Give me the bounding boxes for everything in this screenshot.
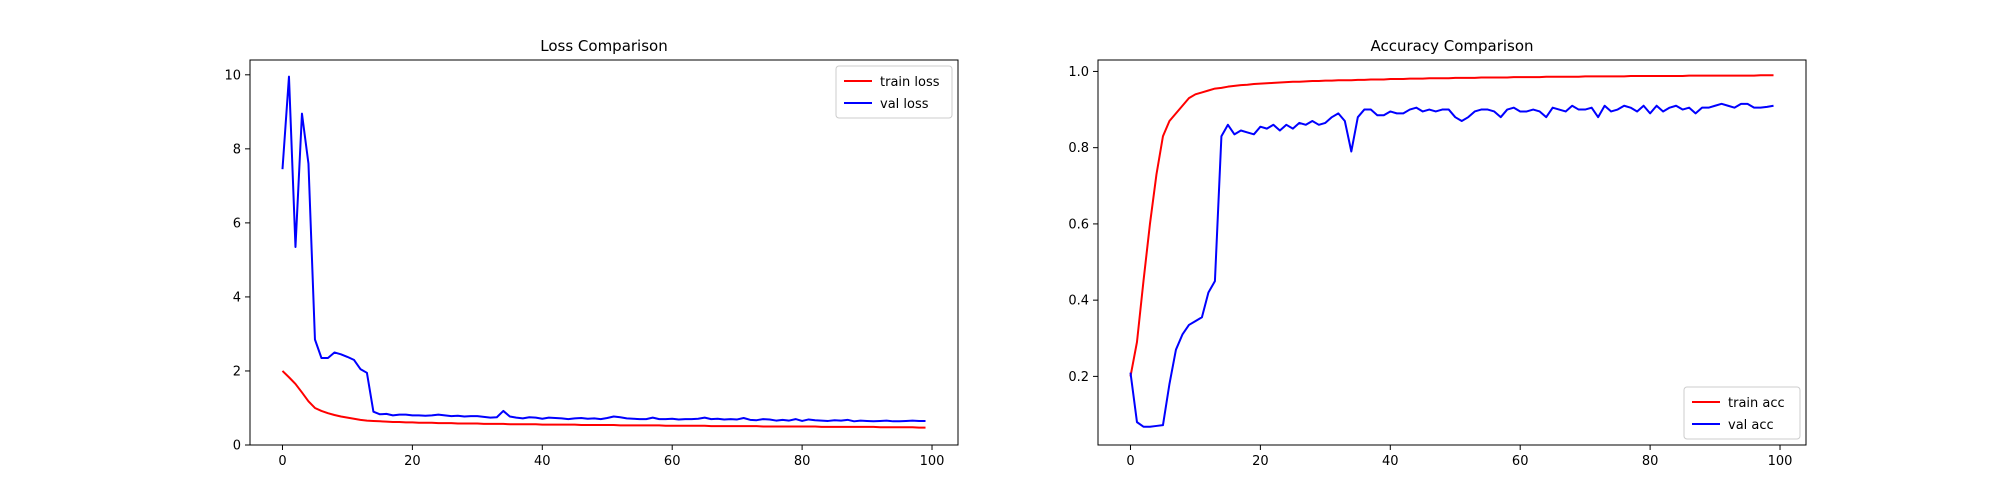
y-tick-label: 6 xyxy=(233,216,241,231)
series-line-val-loss xyxy=(281,75,926,423)
y-tick-label: 4 xyxy=(233,290,241,305)
axes-frame xyxy=(1097,59,1807,446)
series-line-train-acc xyxy=(1129,74,1774,377)
axes-frame xyxy=(249,59,959,446)
x-tick-label: 40 xyxy=(1382,454,1399,469)
x-tick-label: 0 xyxy=(278,454,286,469)
legend-label: train loss xyxy=(880,75,940,90)
series-line-val-acc xyxy=(1129,102,1774,428)
y-tick-label: 0.8 xyxy=(1068,141,1089,156)
x-tick-label: 60 xyxy=(1512,454,1529,469)
y-tick-label: 0.2 xyxy=(1068,370,1089,385)
x-tick-label: 20 xyxy=(404,454,421,469)
legend-label: val acc xyxy=(1728,418,1774,433)
series-line-train-loss xyxy=(281,370,926,429)
y-tick-label: 1.0 xyxy=(1068,65,1089,80)
legend-label: val loss xyxy=(880,97,929,112)
y-tick-label: 0.6 xyxy=(1068,217,1089,232)
legend-box xyxy=(1683,386,1801,440)
accuracy-chart: Accuracy Comparison 0 20 40 60 80 100 0.2 0.4 0.6… xyxy=(1068,37,1807,469)
x-tick-label: 0 xyxy=(1126,454,1134,469)
x-tick-label: 60 xyxy=(664,454,681,469)
y-tick-label: 10 xyxy=(224,68,241,83)
y-tick-label: 2 xyxy=(233,364,241,379)
chart-title: Loss Comparison xyxy=(540,37,667,55)
x-tick-label: 80 xyxy=(1642,454,1659,469)
y-tick-label: 8 xyxy=(233,142,241,157)
legend-box xyxy=(835,65,953,119)
chart-title: Accuracy Comparison xyxy=(1370,37,1533,55)
x-tick-label: 20 xyxy=(1252,454,1269,469)
x-tick-label: 40 xyxy=(534,454,551,469)
legend-label: train acc xyxy=(1728,396,1785,411)
loss-chart: Loss Comparison 0 20 40 60 80 100 0 2 4 6 8 10 train … xyxy=(224,37,959,469)
y-tick-label: 0.4 xyxy=(1068,294,1089,309)
x-tick-label: 80 xyxy=(794,454,811,469)
x-tick-label: 100 xyxy=(1768,454,1793,469)
y-tick-label: 0 xyxy=(233,439,241,454)
x-tick-label: 100 xyxy=(920,454,945,469)
